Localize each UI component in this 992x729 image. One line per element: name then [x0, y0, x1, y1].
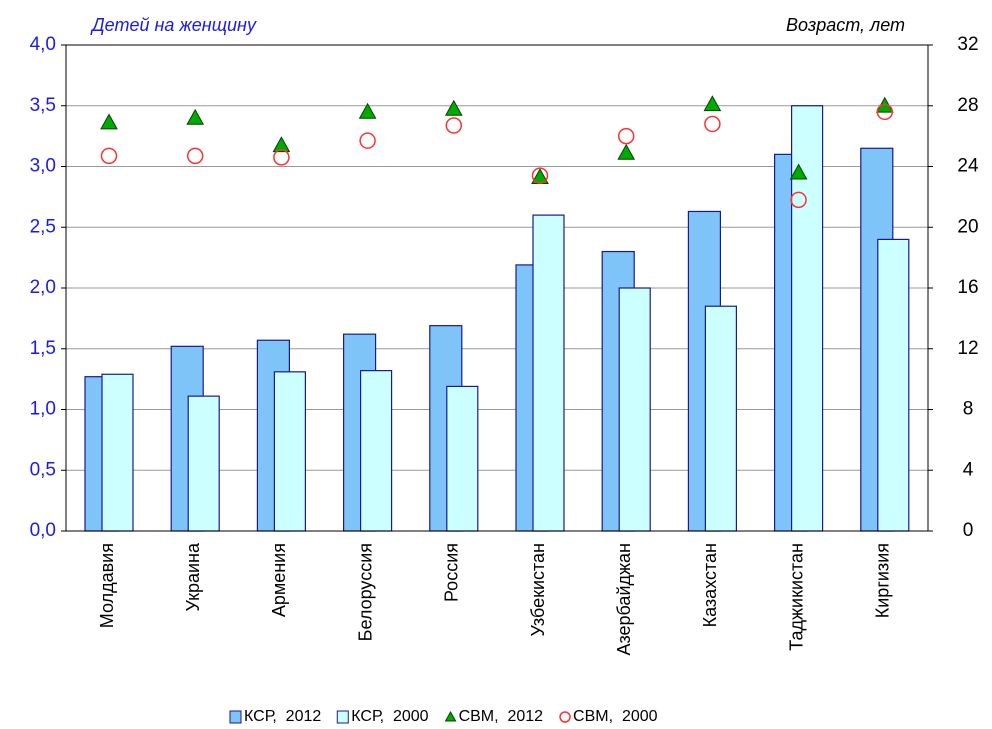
x-tick-label: Молдавия	[97, 543, 117, 628]
triangle-marker	[703, 95, 722, 112]
bar	[273, 371, 306, 532]
y-tick-label: 0,5	[30, 459, 56, 480]
bar	[360, 370, 393, 532]
bar	[101, 373, 134, 532]
x-tick-label: Киргизия	[873, 543, 893, 618]
triangle-marker	[186, 108, 205, 125]
circle-marker	[704, 115, 721, 133]
triangle-marker	[617, 143, 636, 160]
bar	[618, 287, 651, 532]
y-tick-label: 3,0	[30, 156, 56, 177]
y2-tick-label: 28	[957, 95, 978, 116]
circle-marker	[359, 132, 376, 149]
circle-marker	[100, 147, 118, 165]
bar	[704, 305, 738, 532]
circle-marker	[273, 149, 290, 166]
y-tick-label: 1,5	[30, 338, 56, 359]
y2-tick-label: 12	[957, 338, 978, 359]
y-tick-label: 3,5	[30, 95, 56, 116]
circle-marker	[790, 191, 807, 209]
legend-label: КСР, 2012	[244, 708, 321, 725]
triangle-marker	[100, 113, 118, 130]
y2-axis-label: Возраст, лет	[786, 15, 905, 35]
legend-swatch	[559, 711, 571, 723]
legend-label: КСР, 2000	[351, 708, 428, 725]
circle-marker	[445, 117, 463, 134]
legend-swatch	[229, 710, 242, 724]
y-axis-label: Детей на женщину	[90, 15, 257, 35]
triangle-marker	[789, 163, 808, 180]
bar	[877, 238, 910, 532]
bar	[446, 385, 479, 532]
y2-tick-label: 32	[957, 34, 978, 55]
y-tick-label: 0,0	[30, 520, 56, 541]
x-tick-label: Украина	[183, 542, 203, 612]
x-tick-label: Армения	[269, 543, 289, 617]
circle-marker	[876, 103, 894, 121]
y2-tick-label: 24	[957, 156, 979, 177]
legend-swatch	[444, 710, 457, 722]
x-tick-label: Узбекистан	[528, 543, 548, 637]
y2-tick-label: 4	[963, 459, 974, 480]
legend-label: СВМ, 2000	[573, 708, 658, 725]
circle-marker	[531, 167, 549, 184]
triangle-marker	[444, 99, 463, 116]
circle-marker	[186, 147, 204, 165]
circle-marker	[617, 127, 635, 145]
y-tick-label: 2,0	[30, 277, 56, 298]
x-tick-label: Азербайджан	[614, 543, 634, 656]
y2-tick-label: 0	[963, 520, 974, 541]
legend-swatch	[336, 710, 349, 724]
x-tick-label: Белоруссия	[355, 543, 375, 641]
y2-tick-label: 8	[963, 399, 974, 420]
y-tick-label: 2,5	[30, 216, 56, 237]
triangle-marker	[272, 136, 291, 153]
y2-tick-label: 16	[957, 277, 978, 298]
triangle-marker	[358, 102, 377, 119]
y-tick-label: 1,0	[30, 399, 56, 420]
x-tick-label: Таджикистан	[786, 543, 806, 651]
x-tick-label: Россия	[442, 543, 462, 602]
x-tick-label: Казахстан	[700, 543, 720, 627]
y-tick-label: 4,0	[30, 34, 56, 55]
legend-label: СВМ, 2012	[459, 708, 544, 725]
bar	[187, 395, 220, 532]
y2-tick-label: 20	[957, 216, 978, 237]
bar	[532, 214, 565, 532]
